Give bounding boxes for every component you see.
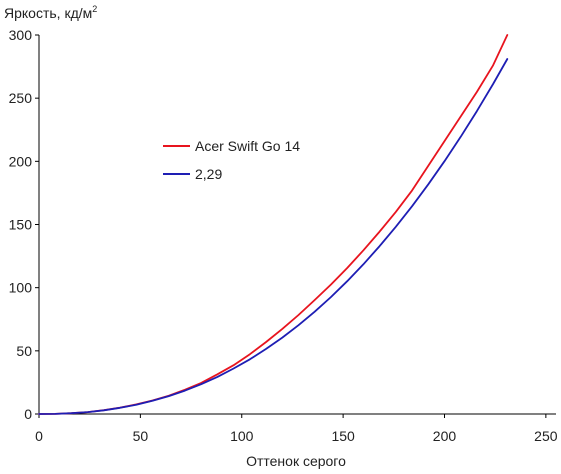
legend: Acer Swift Go 14 2,29 [163, 138, 300, 182]
x-tick-label: 50 [133, 428, 149, 444]
x-tick-label: 200 [433, 428, 457, 444]
y-tick-label: 50 [16, 343, 32, 359]
y-axis-label-text: Яркость, кд/м [4, 5, 92, 21]
legend-label: 2,29 [195, 166, 222, 182]
x-tick-label: 250 [534, 428, 558, 444]
x-tick-label: 100 [230, 428, 254, 444]
series-line-reference [38, 58, 509, 415]
x-axis-label: Оттенок серого [246, 453, 346, 469]
x-tick-label: 0 [35, 428, 43, 444]
y-tick-label: 250 [9, 90, 33, 106]
x-tick-label: 150 [331, 428, 355, 444]
plot-area: 0 50 100 150 200 250 300 0 50 100 150 200 250 [9, 27, 558, 444]
y-axis-label: Яркость, кд/м2 [4, 4, 97, 21]
y-axis-label-superscript: 2 [92, 4, 97, 14]
y-tick-label: 0 [24, 406, 32, 422]
y-tick-label: 150 [9, 217, 33, 233]
series-line-measured [38, 34, 509, 415]
y-tick-label: 100 [9, 280, 33, 296]
y-tick-label: 200 [9, 153, 33, 169]
legend-label: Acer Swift Go 14 [195, 138, 300, 154]
y-tick-label: 300 [9, 27, 33, 43]
